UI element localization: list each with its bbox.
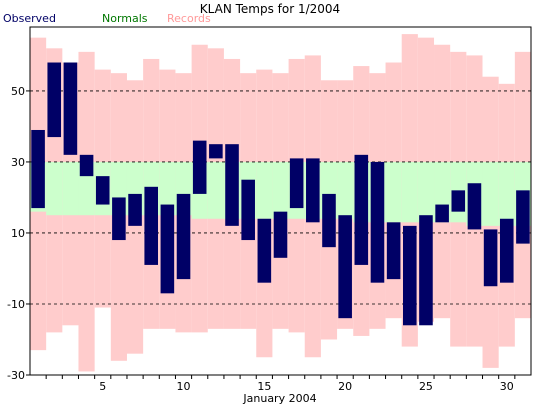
y-tick-label: -10	[7, 298, 25, 311]
observed-bar-day-4	[79, 154, 94, 177]
normals-bar-day-2	[46, 161, 63, 216]
observed-bar-day-26	[435, 204, 449, 223]
normals-bar-day-16	[272, 161, 289, 219]
observed-series	[31, 62, 530, 326]
normals-bar-day-30	[498, 161, 515, 226]
observed-bar-day-20	[338, 215, 352, 319]
observed-bar-day-24	[403, 225, 417, 326]
legend-normals: Normals	[102, 12, 148, 25]
x-axis: 5 10 15 20 25 30	[45, 375, 516, 393]
legend-observed: Observed	[3, 12, 56, 25]
observed-bar-day-11	[192, 140, 207, 194]
y-tick-label: -30	[7, 369, 25, 382]
normals-bar-day-3	[62, 161, 79, 216]
x-tick-label: 10	[177, 380, 191, 393]
y-axis: -30 -10 10 30 50	[7, 85, 30, 382]
observed-bar-day-31	[516, 190, 530, 244]
x-tick-label: 25	[419, 380, 433, 393]
observed-bar-day-25	[419, 215, 433, 326]
observed-bar-day-7	[128, 193, 142, 226]
observed-bar-day-6	[112, 197, 126, 241]
observed-bar-day-18	[306, 158, 320, 223]
normals-bar-day-15	[256, 161, 273, 219]
observed-bar-day-14	[241, 179, 255, 241]
y-tick-label: 30	[11, 156, 25, 169]
normals-bar-day-25	[417, 161, 435, 223]
plot-frame	[29, 26, 532, 376]
observed-bar-day-30	[499, 218, 514, 283]
observed-bar-day-1	[31, 129, 45, 209]
observed-bar-day-12	[209, 144, 223, 159]
observed-bar-day-16	[273, 211, 288, 258]
observed-bar-day-10	[176, 193, 191, 280]
chart-title: KLAN Temps for 1/2004	[200, 2, 340, 16]
x-tick-label: 5	[99, 380, 106, 393]
observed-bar-day-15	[257, 218, 272, 283]
observed-bar-day-21	[354, 154, 369, 265]
normals-bar-day-24	[401, 161, 418, 223]
observed-bar-day-19	[322, 193, 336, 248]
normals-bar-day-29	[482, 161, 499, 226]
x-tick-label: 20	[338, 380, 352, 393]
observed-bar-day-9	[160, 204, 175, 294]
observed-bar-day-5	[95, 176, 110, 205]
observed-bar-day-28	[467, 183, 482, 230]
normals-bar-day-23	[385, 161, 402, 223]
x-tick-label: 30	[500, 380, 514, 393]
observed-bar-day-29	[483, 229, 498, 287]
y-tick-label: 10	[11, 227, 25, 240]
y-tick-label: 50	[11, 85, 25, 98]
x-tick-label: 15	[257, 380, 271, 393]
observed-bar-day-13	[225, 144, 239, 226]
normals-bar-day-20	[337, 161, 354, 219]
normals-bar-day-9	[159, 161, 176, 216]
chart-legend: Observed Normals Records	[3, 12, 211, 25]
observed-bar-day-22	[370, 161, 385, 283]
x-axis-label: January 2004	[242, 392, 316, 405]
observed-bar-day-27	[451, 190, 466, 212]
normals-bar-day-12	[207, 161, 224, 219]
observed-bar-day-8	[144, 186, 158, 265]
observed-bar-day-23	[386, 222, 401, 280]
observed-bar-day-17	[289, 158, 304, 209]
observed-bar-day-3	[63, 62, 78, 155]
legend-records: Records	[167, 12, 211, 25]
observed-bar-day-2	[47, 62, 62, 138]
